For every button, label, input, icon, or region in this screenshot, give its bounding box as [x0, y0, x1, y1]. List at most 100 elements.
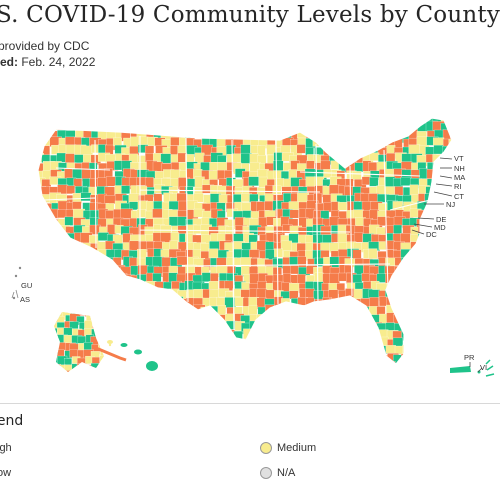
- county-cell[interactable]: [90, 280, 99, 292]
- county-cell[interactable]: [418, 297, 428, 309]
- county-cell[interactable]: [136, 283, 146, 296]
- county-cell[interactable]: [347, 137, 358, 149]
- county-cell[interactable]: [187, 322, 200, 333]
- county-cell[interactable]: [352, 138, 364, 150]
- county-cell[interactable]: [352, 120, 365, 132]
- county-cell[interactable]: [147, 337, 159, 347]
- county-cell[interactable]: [441, 312, 452, 325]
- county-cell[interactable]: [257, 129, 270, 139]
- county-cell[interactable]: [106, 321, 116, 331]
- county-cell[interactable]: [306, 322, 317, 332]
- county-cell[interactable]: [328, 123, 339, 132]
- county-cell[interactable]: [411, 272, 420, 284]
- county-cell[interactable]: [426, 369, 437, 379]
- county-cell[interactable]: [402, 314, 414, 324]
- county-cell[interactable]: [339, 371, 350, 380]
- county-cell[interactable]: [163, 352, 174, 364]
- county-cell[interactable]: [33, 217, 43, 230]
- county-cell[interactable]: [113, 304, 125, 315]
- county-cell[interactable]: [442, 274, 455, 285]
- county-cell[interactable]: [72, 242, 83, 254]
- county-cell[interactable]: [338, 354, 348, 366]
- county-cell[interactable]: [362, 122, 374, 133]
- county-cell[interactable]: [307, 370, 316, 382]
- county-cell[interactable]: [177, 322, 189, 333]
- county-cell[interactable]: [443, 338, 453, 350]
- county-cell[interactable]: [283, 307, 293, 318]
- county-cell[interactable]: [272, 123, 283, 134]
- county-cell[interactable]: [176, 298, 187, 308]
- county-cell[interactable]: [371, 113, 381, 125]
- county-cell[interactable]: [76, 363, 87, 372]
- county-cell[interactable]: [152, 273, 162, 283]
- county-cell[interactable]: [264, 128, 274, 140]
- county-cell[interactable]: [338, 137, 349, 149]
- county-cell[interactable]: [105, 176, 117, 187]
- county-cell[interactable]: [42, 241, 53, 253]
- county-cell[interactable]: [81, 370, 91, 379]
- county-cell[interactable]: [129, 312, 141, 322]
- county-cell[interactable]: [225, 338, 236, 349]
- county-cell[interactable]: [187, 307, 196, 320]
- county-cell[interactable]: [42, 320, 54, 331]
- county-cell[interactable]: [387, 369, 398, 377]
- county-cell[interactable]: [337, 321, 347, 331]
- county-cell[interactable]: [48, 337, 59, 350]
- county-cell[interactable]: [113, 113, 126, 122]
- county-cell[interactable]: [251, 345, 260, 355]
- county-cell[interactable]: [448, 289, 460, 301]
- county-cell[interactable]: [35, 363, 45, 375]
- county-cell[interactable]: [450, 330, 459, 343]
- county-cell[interactable]: [441, 328, 452, 340]
- county-cell[interactable]: [57, 273, 68, 283]
- county-cell[interactable]: [281, 346, 293, 355]
- county-cell[interactable]: [71, 371, 80, 382]
- county-cell[interactable]: [434, 369, 442, 381]
- county-cell[interactable]: [163, 315, 173, 327]
- county-cell[interactable]: [128, 329, 140, 339]
- county-cell[interactable]: [440, 256, 452, 268]
- county-cell[interactable]: [419, 168, 428, 179]
- county-cell[interactable]: [258, 354, 269, 365]
- county-cell[interactable]: [275, 322, 285, 335]
- legend-item-na[interactable]: N/A: [260, 467, 295, 479]
- county-cell[interactable]: [130, 355, 141, 366]
- county-cell[interactable]: [217, 361, 229, 373]
- county-cell[interactable]: [354, 322, 366, 331]
- county-cell[interactable]: [418, 353, 428, 363]
- county-cell[interactable]: [379, 129, 389, 141]
- county-cell[interactable]: [42, 337, 53, 349]
- county-cell[interactable]: [329, 338, 341, 350]
- county-cell[interactable]: [434, 305, 446, 318]
- county-cell[interactable]: [202, 122, 214, 133]
- county-cell[interactable]: [106, 314, 113, 324]
- county-cell[interactable]: [402, 264, 412, 274]
- county-cell[interactable]: [339, 305, 350, 316]
- county-cell[interactable]: [106, 299, 118, 310]
- county-cell[interactable]: [306, 330, 318, 342]
- county-cell[interactable]: [107, 322, 116, 330]
- county-cell[interactable]: [424, 346, 434, 356]
- county-cell[interactable]: [155, 371, 163, 380]
- county-cell[interactable]: [448, 352, 458, 364]
- county-cell[interactable]: [33, 296, 45, 309]
- county-cell[interactable]: [369, 344, 382, 354]
- county-cell[interactable]: [361, 331, 371, 343]
- hawaii-maui[interactable]: [134, 349, 142, 355]
- county-cell[interactable]: [243, 346, 254, 359]
- county-cell[interactable]: [170, 121, 183, 131]
- county-cell[interactable]: [306, 354, 317, 364]
- county-cell[interactable]: [424, 243, 435, 255]
- county-cell[interactable]: [433, 250, 443, 262]
- county-cell[interactable]: [250, 336, 260, 347]
- county-cell[interactable]: [200, 362, 213, 371]
- county-cell[interactable]: [137, 296, 146, 307]
- county-cell[interactable]: [313, 371, 324, 381]
- county-cell[interactable]: [194, 370, 204, 378]
- county-cell[interactable]: [448, 306, 459, 319]
- county-cell[interactable]: [257, 115, 267, 126]
- county-cell[interactable]: [314, 322, 327, 333]
- county-cell[interactable]: [361, 130, 371, 141]
- county-cell[interactable]: [161, 329, 171, 340]
- county-cell[interactable]: [106, 360, 118, 373]
